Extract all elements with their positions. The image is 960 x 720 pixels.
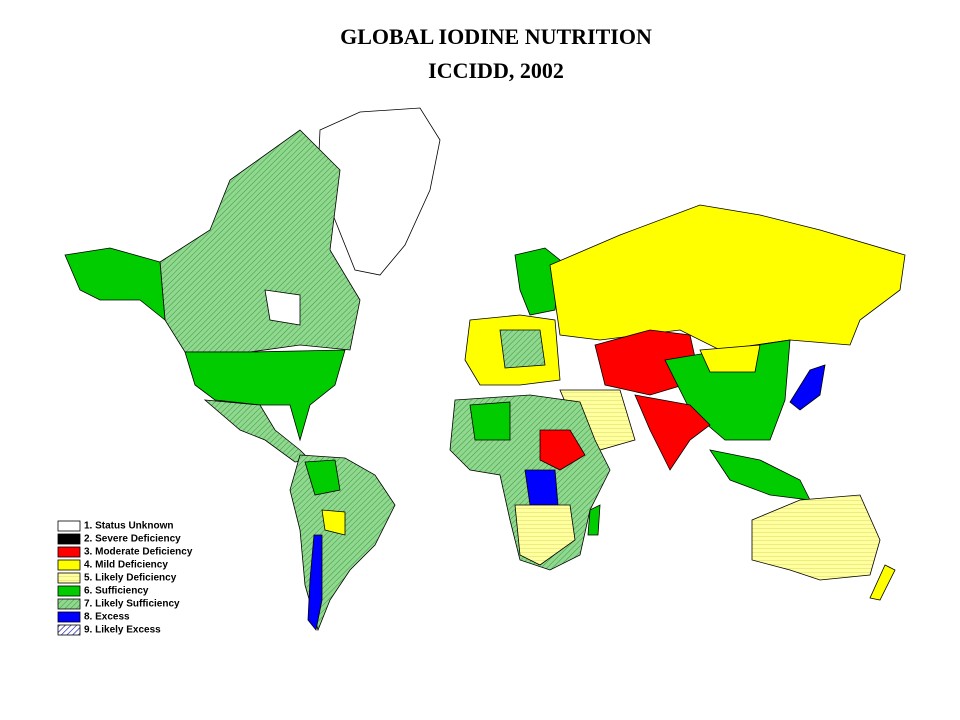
legend-label: 3. Moderate Deficiency bbox=[84, 547, 193, 558]
world-map bbox=[64, 107, 906, 632]
australia bbox=[751, 494, 881, 581]
legend-swatch bbox=[57, 546, 81, 558]
legend-swatch bbox=[57, 572, 81, 584]
legend-swatch bbox=[57, 533, 81, 545]
legend: 1. Status Unknown 2. Severe Deficiency 3. … bbox=[57, 520, 193, 636]
south-america bbox=[289, 454, 396, 632]
india bbox=[634, 394, 711, 471]
legend-label: 4. Mild Deficiency bbox=[84, 560, 168, 571]
central-europe bbox=[499, 329, 546, 369]
legend-label: 6. Sufficiency bbox=[84, 586, 149, 597]
north-africa bbox=[469, 401, 511, 441]
congo bbox=[524, 469, 559, 506]
southern-africa bbox=[514, 504, 576, 566]
legend-label: 7. Likely Sufficiency bbox=[84, 599, 180, 610]
legend-swatch bbox=[57, 611, 81, 623]
colombia bbox=[304, 459, 341, 496]
legend-label: 5. Likely Deficiency bbox=[84, 573, 177, 584]
legend-swatch bbox=[57, 559, 81, 571]
madagascar bbox=[587, 504, 601, 536]
title: GLOBAL IODINE NUTRITION bbox=[340, 24, 652, 49]
legend-label: 8. Excess bbox=[84, 612, 130, 623]
new-zealand bbox=[869, 564, 896, 601]
alaska bbox=[64, 247, 166, 321]
sudan bbox=[539, 429, 586, 471]
legend-label: 1. Status Unknown bbox=[84, 521, 173, 532]
chile bbox=[307, 534, 323, 631]
legend-label: 9. Likely Excess bbox=[84, 625, 161, 636]
hudson-bay bbox=[264, 289, 301, 326]
legend-label: 2. Severe Deficiency bbox=[84, 534, 181, 545]
japan bbox=[789, 364, 826, 411]
bolivia bbox=[321, 509, 346, 536]
southeast-asia bbox=[709, 449, 811, 501]
legend-swatch bbox=[57, 520, 81, 532]
legend-swatch bbox=[57, 585, 81, 597]
subtitle: ICCIDD, 2002 bbox=[428, 58, 564, 83]
legend-swatch bbox=[57, 624, 81, 636]
canada bbox=[159, 129, 361, 353]
russia bbox=[549, 204, 906, 351]
legend-swatch bbox=[57, 598, 81, 610]
scandinavia bbox=[514, 247, 561, 316]
mongolia bbox=[699, 344, 761, 373]
usa bbox=[184, 349, 346, 442]
